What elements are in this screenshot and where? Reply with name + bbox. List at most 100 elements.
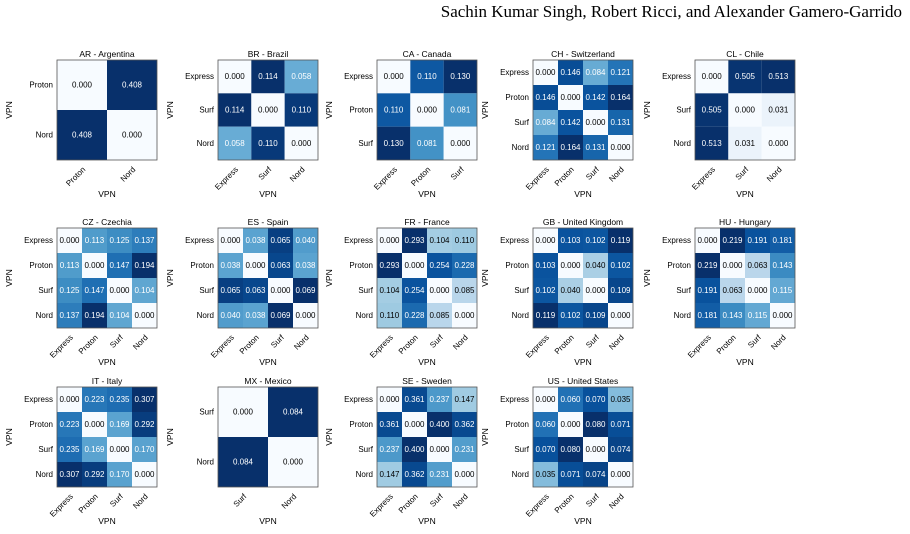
cell-value: 0.000 (535, 395, 556, 404)
cell-value: 0.000 (610, 311, 631, 320)
x-tick-label: Proton (397, 333, 420, 356)
heatmap-cell (533, 253, 558, 278)
heatmap-cell (770, 278, 795, 303)
heatmap-cell (402, 412, 427, 437)
heatmap-cell (558, 387, 583, 412)
heatmap-cell (583, 303, 608, 328)
y-tick-label: Proton (29, 261, 53, 270)
heatmap-cell (533, 228, 558, 253)
heatmap-cell (745, 228, 770, 253)
heatmap-cell (132, 387, 157, 412)
panel-frame (376, 386, 478, 488)
cell-value: 0.110 (380, 311, 400, 320)
cell-value: 0.254 (429, 261, 450, 270)
cell-value: 0.103 (560, 236, 581, 245)
x-axis-label: VPN (98, 189, 115, 199)
cell-value: 0.000 (735, 106, 756, 115)
heatmap-cell (218, 228, 243, 253)
cell-value: 0.170 (134, 445, 155, 454)
cell-value: 0.109 (610, 286, 631, 295)
panel-frame (217, 386, 319, 488)
heatmap-cell (761, 126, 795, 160)
heatmap-cell (410, 93, 444, 127)
x-tick-label: Proton (77, 333, 100, 356)
cell-value: 0.169 (109, 420, 130, 429)
y-tick-label: Surf (676, 106, 691, 115)
heatmap-cell (608, 253, 633, 278)
cell-value: 0.085 (454, 286, 475, 295)
cell-value: 0.400 (429, 420, 450, 429)
y-tick-label: Express (500, 395, 529, 404)
x-tick-label: Proton (553, 165, 576, 188)
y-tick-label: Proton (505, 93, 529, 102)
heatmap-cell (583, 278, 608, 303)
heatmap-cell (745, 278, 770, 303)
panel-title-ch: CH - Switzerland (551, 49, 615, 59)
cell-value: 0.035 (610, 395, 631, 404)
heatmap-cell (583, 135, 608, 160)
y-axis-label: VPN (324, 269, 334, 286)
x-tick-label: Surf (232, 491, 249, 508)
x-axis-label: VPN (574, 357, 591, 367)
heatmap-cell (402, 278, 427, 303)
panel-frame (532, 386, 634, 488)
x-tick-label: Express (372, 165, 399, 192)
heatmap-cell (82, 437, 107, 462)
heatmap-cell (558, 135, 583, 160)
cell-value: 0.181 (697, 311, 718, 320)
cell-value: 0.513 (702, 139, 723, 148)
heatmap-cell (695, 93, 729, 127)
x-tick-label: Express (690, 165, 717, 192)
y-tick-label: Surf (38, 286, 53, 295)
y-tick-label: Surf (199, 106, 214, 115)
heatmap-cell (452, 278, 477, 303)
heatmap-cell (107, 278, 132, 303)
x-axis-label: VPN (418, 357, 435, 367)
panel-frame (56, 59, 158, 161)
cell-value: 0.000 (610, 143, 631, 152)
y-tick-label: Proton (29, 81, 53, 90)
x-tick-label: Nord (451, 333, 470, 352)
y-axis-label: VPN (642, 269, 652, 286)
panel-frame (532, 227, 634, 329)
heatmap-cell (720, 253, 745, 278)
cell-value: 0.102 (610, 261, 631, 270)
heatmap-cell (443, 60, 477, 94)
cell-value: 0.254 (404, 286, 425, 295)
cell-value: 0.038 (220, 261, 241, 270)
cell-value: 0.069 (295, 286, 316, 295)
cell-value: 0.040 (220, 311, 241, 320)
panel-title-mx: MX - Mexico (244, 376, 292, 386)
heatmap-panel: CA - Canada 0.000 0.110 0.130 0.110 0.000 0.08… (324, 49, 478, 199)
heatmap-cell (268, 303, 293, 328)
y-axis-label: VPN (4, 101, 14, 118)
heatmap-cell (452, 303, 477, 328)
cell-value: 0.164 (560, 143, 581, 152)
x-axis-label: VPN (98, 516, 115, 526)
cell-value: 0.361 (379, 420, 400, 429)
cell-value: 0.293 (379, 261, 400, 270)
y-axis-label: VPN (480, 428, 490, 445)
panel-frame (376, 59, 478, 161)
cell-value: 0.000 (560, 261, 581, 270)
y-tick-label: Nord (674, 139, 691, 148)
x-tick-label: Nord (769, 333, 788, 352)
cell-value: 0.113 (85, 236, 105, 245)
heatmap-cell (770, 253, 795, 278)
panel-frame (56, 386, 158, 488)
x-tick-label: Proton (238, 333, 261, 356)
y-tick-label: Proton (190, 261, 214, 270)
heatmap-cell (583, 253, 608, 278)
y-tick-label: Proton (349, 106, 373, 115)
cell-value: 0.115 (773, 286, 793, 295)
heatmap-cell (57, 110, 107, 160)
heatmap-cell (268, 387, 318, 437)
y-tick-label: Surf (514, 286, 529, 295)
cell-value: 0.070 (585, 395, 606, 404)
heatmap-cell (728, 93, 762, 127)
cell-value: 0.237 (429, 395, 450, 404)
x-tick-label: Nord (607, 492, 626, 511)
heatmap-cell (57, 462, 82, 487)
heatmap-cell (377, 93, 411, 127)
x-tick-label: Proton (715, 333, 738, 356)
